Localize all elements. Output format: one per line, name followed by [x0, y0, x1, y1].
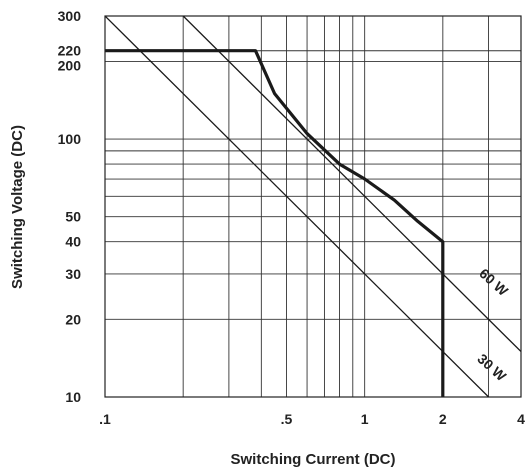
- plot-frame: [104, 15, 522, 398]
- x-tick-labels: .1 .5 1 2 4: [99, 411, 525, 427]
- switching-capacity-curve: [105, 49, 445, 397]
- power-line-30w: [105, 16, 490, 397]
- gridlines: [105, 16, 521, 397]
- y-tick-label: 30: [65, 266, 81, 282]
- y-tick-label: 200: [58, 57, 82, 73]
- y-tick-label: 20: [65, 311, 81, 327]
- x-axis-title: Switching Current (DC): [231, 451, 396, 467]
- x-tick-label: 4: [517, 411, 525, 427]
- power-line-label: 60 W: [476, 265, 512, 299]
- y-tick-label: 220: [58, 43, 82, 59]
- y-tick-label: 50: [65, 209, 81, 225]
- x-tick-label: 2: [439, 411, 447, 427]
- y-tick-label: 40: [65, 234, 81, 250]
- y-tick-label: 10: [65, 389, 81, 405]
- power-line-label: 30 W: [474, 350, 510, 384]
- y-axis-title: Switching Voltage (DC): [9, 125, 26, 289]
- x-tick-label: .5: [281, 411, 293, 427]
- line-labels: 60 W 30 W: [474, 265, 511, 385]
- power-line-60w: [182, 16, 521, 353]
- y-tick-label: 100: [58, 131, 82, 147]
- x-tick-label: 1: [361, 411, 369, 427]
- series-lines: [105, 16, 521, 397]
- y-tick-label: 300: [58, 8, 82, 24]
- x-tick-label: .1: [99, 411, 111, 427]
